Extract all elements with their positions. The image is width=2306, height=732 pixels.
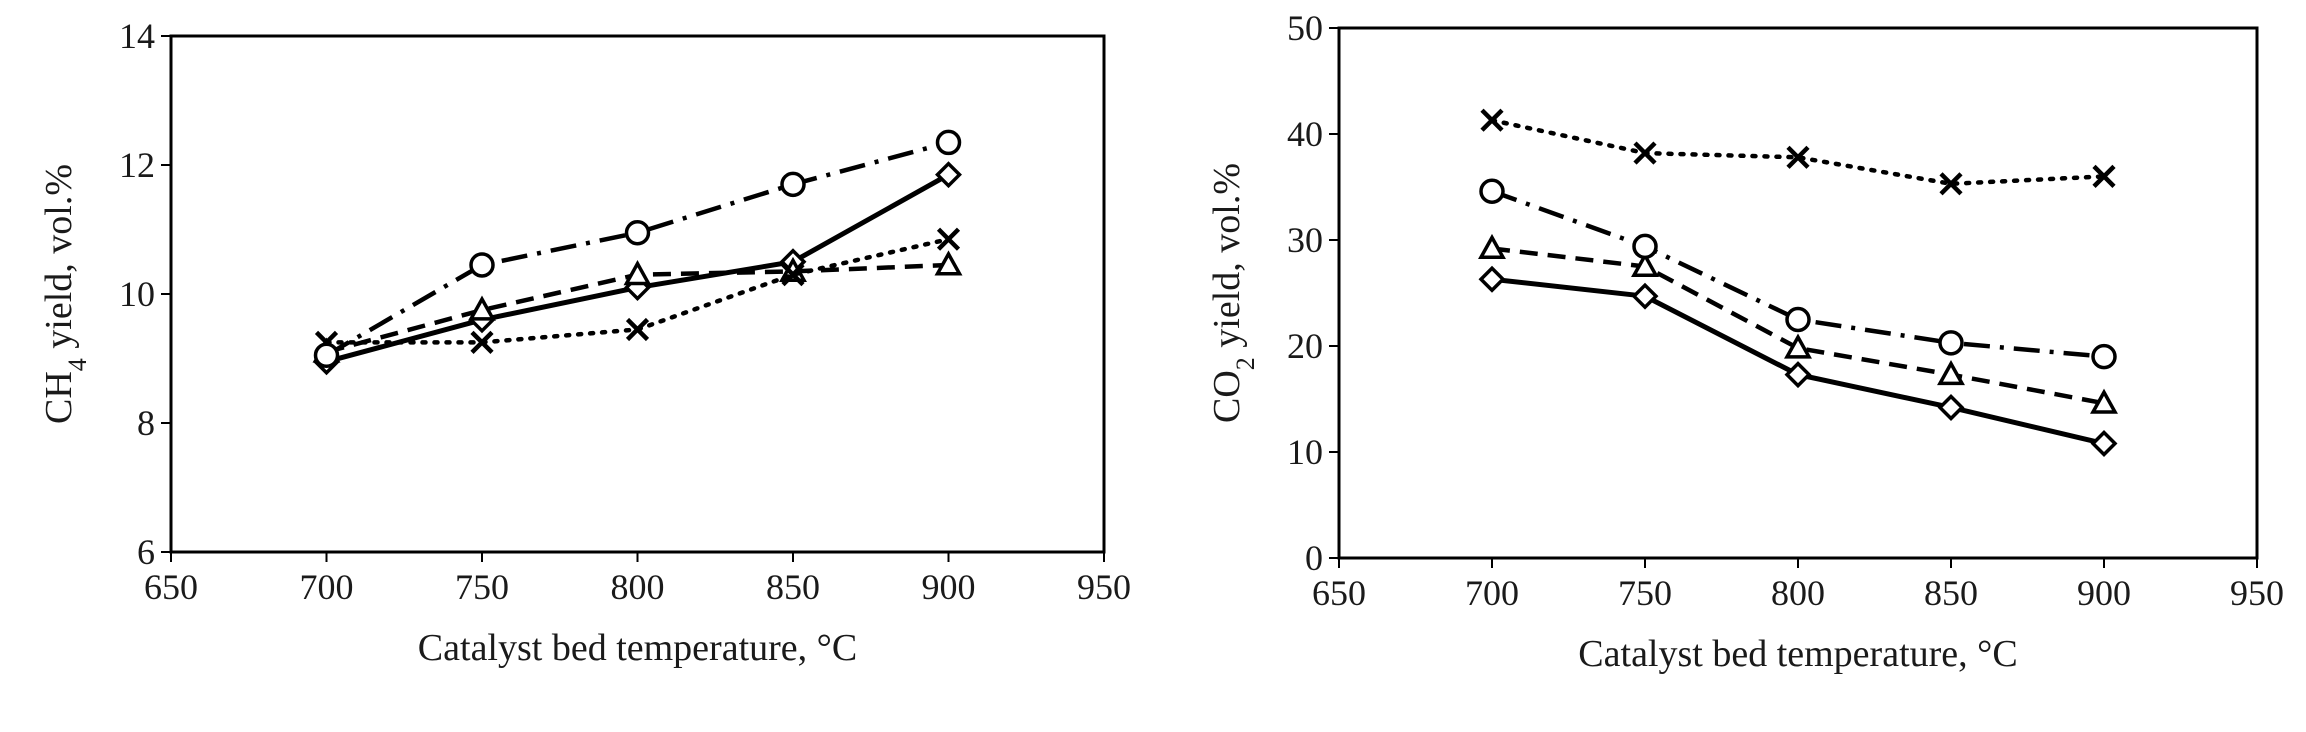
series-3-point bbox=[1938, 330, 1964, 356]
series-0-point bbox=[1784, 361, 1812, 389]
series-3-point bbox=[2091, 343, 2117, 370]
series-0-point bbox=[2090, 430, 2118, 457]
x-tick-label: 900 bbox=[2077, 573, 2131, 613]
plot-frame bbox=[1337, 26, 2259, 560]
y-tick-label: 6 bbox=[137, 532, 155, 572]
x-tick-label: 750 bbox=[1618, 573, 1672, 613]
x-tick-label: 850 bbox=[766, 567, 820, 607]
y-tick-label: 8 bbox=[137, 403, 155, 443]
series-1-point bbox=[1937, 360, 1965, 386]
series-2-point bbox=[781, 263, 805, 287]
series-2-point bbox=[470, 330, 494, 354]
y-axis-label: CO2 yield, vol.% bbox=[1206, 163, 1260, 423]
series-1-point bbox=[623, 260, 652, 286]
series-3-line bbox=[325, 140, 950, 358]
series-1-point bbox=[468, 295, 496, 321]
series-3-point bbox=[935, 129, 962, 156]
series-3-point bbox=[313, 342, 340, 369]
y-axis-label-part: yield, vol.% bbox=[1206, 163, 1248, 357]
y-axis-label: CH4 yield, vol.% bbox=[38, 164, 92, 424]
series-1-point bbox=[934, 250, 963, 276]
series-2-point bbox=[1939, 172, 1963, 196]
y-tick-label: 10 bbox=[1287, 432, 1323, 472]
series-2-point bbox=[936, 227, 961, 251]
y-tick-label: 10 bbox=[119, 274, 155, 314]
series-3-point bbox=[1479, 178, 1505, 204]
series-3-line bbox=[1491, 189, 2105, 359]
series-0-point bbox=[1631, 282, 1659, 310]
x-tick-label: 650 bbox=[1312, 573, 1366, 613]
series-1-point bbox=[2090, 388, 2118, 414]
series-2-cross bbox=[1480, 108, 2116, 196]
series-0-point bbox=[1478, 265, 1506, 293]
y-axis-label-subscript: 2 bbox=[1231, 357, 1260, 370]
series-3-circle bbox=[1479, 178, 2117, 370]
y-tick-label: 12 bbox=[119, 145, 155, 185]
series-1-triangle bbox=[312, 250, 963, 363]
y-axis-label-subscript: 4 bbox=[63, 358, 92, 371]
series-0-point bbox=[935, 161, 962, 189]
x-tick-label: 700 bbox=[1465, 573, 1519, 613]
x-axis-label: Catalyst bed temperature, °C bbox=[418, 627, 857, 669]
y-tick-label: 30 bbox=[1287, 220, 1323, 260]
x-tick-label: 900 bbox=[922, 567, 976, 607]
y-axis-label-part: yield, vol.% bbox=[38, 164, 80, 358]
series-3-point bbox=[469, 252, 495, 278]
x-tick-label: 950 bbox=[1077, 567, 1131, 607]
x-tick-label: 800 bbox=[1771, 573, 1825, 613]
series-1-point bbox=[1784, 333, 1812, 359]
y-tick-label: 0 bbox=[1305, 538, 1323, 578]
series-3-point bbox=[780, 171, 806, 198]
y-tick-label: 50 bbox=[1287, 8, 1323, 48]
y-tick-label: 20 bbox=[1287, 326, 1323, 366]
series-1-point bbox=[1478, 233, 1506, 260]
series-2-point bbox=[1480, 108, 1504, 132]
x-tick-label: 650 bbox=[144, 567, 198, 607]
series-1-line bbox=[1491, 246, 2105, 406]
series-3-circle bbox=[313, 129, 962, 369]
series-2-cross bbox=[314, 227, 961, 354]
y-axis-label-part: CH bbox=[38, 371, 80, 424]
series-2-line bbox=[1489, 117, 2107, 187]
series-2-point bbox=[1786, 145, 1810, 169]
y-axis-label-part: CO bbox=[1206, 370, 1248, 423]
series-0-diamond bbox=[1478, 265, 2118, 457]
series-3-point bbox=[1632, 233, 1658, 260]
co2-yield-chart: 650 700 750 800 850 900 950 0 10 20 30 40 50 Catalyst… bbox=[1206, 8, 2284, 675]
series-2-point bbox=[1633, 141, 1657, 165]
series-0-point bbox=[1937, 394, 1965, 421]
series-1-triangle bbox=[1478, 233, 2118, 414]
y-tick-label: 40 bbox=[1287, 114, 1323, 154]
x-axis-label: Catalyst bed temperature, °C bbox=[1578, 633, 2017, 675]
x-tick-label: 700 bbox=[300, 567, 354, 607]
series-2-point bbox=[625, 317, 650, 342]
x-tick-label: 750 bbox=[455, 567, 509, 607]
series-1-point bbox=[1631, 251, 1659, 278]
x-tick-label: 800 bbox=[611, 567, 665, 607]
series-2-point bbox=[2092, 164, 2116, 188]
x-tick-label: 950 bbox=[2230, 573, 2284, 613]
series-3-point bbox=[624, 219, 651, 246]
y-tick-label: 14 bbox=[119, 16, 155, 56]
ch4-yield-chart: 650 700 750 800 850 900 950 6 8 10 12 14 Catalyst be… bbox=[38, 16, 1131, 669]
series-3-point bbox=[1785, 306, 1811, 333]
x-tick-label: 850 bbox=[1924, 573, 1978, 613]
